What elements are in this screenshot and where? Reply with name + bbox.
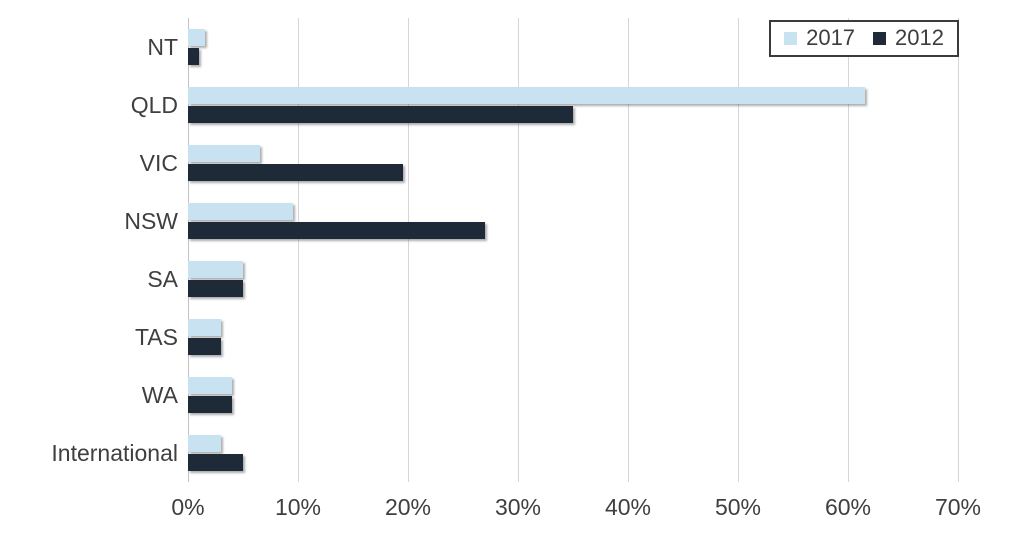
x-tick-label: 30% — [494, 494, 542, 520]
plot-area: 2017 2012 — [188, 18, 959, 482]
x-tick-label: 50% — [714, 494, 762, 520]
x-tick-label: 10% — [274, 494, 322, 520]
category-labels: NT QLD VIC NSW SA TAS WA International — [0, 18, 178, 482]
bar-2012-wa — [188, 396, 232, 413]
bar-2012-tas — [188, 338, 221, 355]
bar-2017-international — [188, 435, 221, 452]
gridline — [518, 18, 519, 482]
bar-2017-wa — [188, 377, 232, 394]
bar-2012-vic — [188, 164, 403, 181]
x-tick-label: 60% — [824, 494, 872, 520]
legend-swatch-2012 — [873, 31, 887, 45]
legend: 2017 2012 — [769, 20, 959, 57]
bar-group-tas — [188, 308, 958, 366]
bar-2012-qld — [188, 106, 573, 123]
bar-2012-international — [188, 454, 243, 471]
bar-2017-sa — [188, 261, 243, 278]
legend-item-2012: 2012 — [873, 25, 944, 51]
category-label-tas: TAS — [134, 324, 178, 350]
bar-group-international — [188, 424, 958, 482]
legend-label-2017: 2017 — [806, 25, 856, 50]
category-label-nsw: NSW — [124, 208, 178, 234]
legend-swatch-2017 — [784, 31, 798, 45]
x-tick-label: 40% — [604, 494, 652, 520]
bar-2012-nsw — [188, 222, 485, 239]
bar-group-wa — [188, 366, 958, 424]
x-tick-label: 0% — [171, 494, 205, 520]
x-tick-label: 20% — [384, 494, 432, 520]
bar-group-sa — [188, 250, 958, 308]
gridline — [958, 18, 959, 482]
bar-2017-nt — [188, 29, 205, 46]
gridline — [848, 18, 849, 482]
bar-group-qld — [188, 76, 958, 134]
y-axis-line — [188, 18, 189, 482]
x-tick-label: 70% — [934, 494, 982, 520]
gridline — [408, 18, 409, 482]
x-axis-labels: 0% 10% 20% 30% 40% 50% 60% 70% — [171, 494, 981, 526]
category-label-nt: NT — [147, 34, 178, 60]
bar-2012-nt — [188, 48, 199, 65]
bars-container — [188, 18, 958, 482]
gridline — [738, 18, 739, 482]
category-label-sa: SA — [147, 266, 178, 292]
legend-label-2012: 2012 — [895, 25, 944, 50]
category-label-vic: VIC — [139, 150, 178, 176]
category-label-wa: WA — [141, 382, 178, 408]
category-label-qld: QLD — [130, 92, 178, 118]
bar-group-vic — [188, 134, 958, 192]
bar-group-nsw — [188, 192, 958, 250]
gridline — [628, 18, 629, 482]
bar-2017-qld — [188, 87, 865, 104]
bar-2017-tas — [188, 319, 221, 336]
legend-item-2017: 2017 — [784, 25, 855, 51]
bar-2017-nsw — [188, 203, 293, 220]
bar-group-nt — [188, 18, 958, 76]
category-label-international: International — [51, 440, 178, 466]
bar-2017-vic — [188, 145, 260, 162]
gridline — [298, 18, 299, 482]
bar-2012-sa — [188, 280, 243, 297]
